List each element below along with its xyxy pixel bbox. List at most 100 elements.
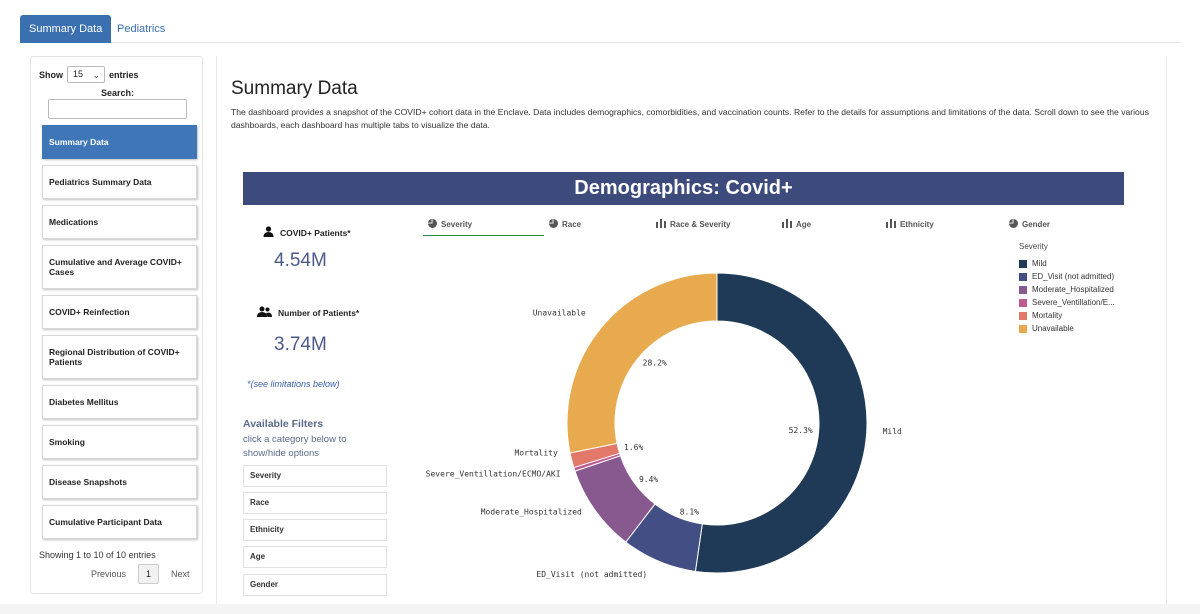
page-title: Summary Data bbox=[231, 78, 358, 99]
filter-age[interactable]: Age bbox=[243, 546, 387, 568]
page-1-button[interactable]: 1 bbox=[138, 564, 160, 584]
legend-swatch bbox=[1019, 298, 1027, 307]
data-label: 1.6% bbox=[624, 443, 643, 452]
legend-swatch bbox=[1019, 285, 1027, 294]
entries-label: entries bbox=[109, 69, 139, 80]
category-label: Unavailable bbox=[533, 309, 586, 318]
chart-tab-label: Severity bbox=[441, 220, 473, 229]
bar-icon bbox=[782, 219, 792, 230]
legend-swatch bbox=[1019, 311, 1027, 320]
chart-tab-label: Ethnicity bbox=[900, 220, 934, 229]
limitations-link[interactable]: *(see limitations below) bbox=[247, 379, 340, 389]
legend-label: ED_Visit (not admitted) bbox=[1032, 272, 1115, 281]
filter-severity[interactable]: Severity bbox=[243, 465, 387, 487]
tab-pediatrics[interactable]: Pediatrics bbox=[117, 23, 166, 35]
category-label: Moderate_Hospitalized bbox=[481, 508, 582, 517]
category-label: Mild bbox=[883, 427, 902, 436]
data-label: 52.3% bbox=[789, 426, 813, 435]
menu-item-smoking[interactable]: Smoking bbox=[42, 425, 197, 459]
legend-label: Severe_Ventillation/E... bbox=[1032, 298, 1115, 307]
legend-item[interactable]: ED_Visit (not admitted) bbox=[1019, 272, 1114, 281]
menu-item-reinfection[interactable]: COVID+ Reinfection bbox=[42, 295, 197, 329]
top-tab-bar: Summary Data Pediatrics bbox=[20, 15, 1180, 43]
donut-slice[interactable] bbox=[566, 272, 718, 454]
search-input[interactable] bbox=[48, 99, 187, 119]
kpi-label-text: COVID+ Patients* bbox=[280, 227, 351, 238]
chart-tab-label: Race bbox=[562, 220, 582, 229]
legend-label: Mortality bbox=[1032, 311, 1063, 320]
menu-item-summary-data[interactable]: Summary Data bbox=[42, 125, 197, 159]
filters-title: Available Filters bbox=[243, 418, 324, 430]
show-label: Show bbox=[39, 69, 63, 80]
chart-tab-gender[interactable]: Gender bbox=[1009, 219, 1050, 230]
chart-tab-label: Gender bbox=[1022, 220, 1051, 229]
tab-summary-data[interactable]: Summary Data bbox=[20, 15, 112, 43]
chart-tab-age[interactable]: Age bbox=[782, 219, 811, 230]
legend-item[interactable]: Severe_Ventillation/E... bbox=[1019, 298, 1115, 307]
page-description: The dashboard provides a snapshot of the… bbox=[231, 107, 1149, 130]
donut-slice[interactable] bbox=[694, 272, 868, 574]
pie-icon bbox=[1009, 219, 1018, 230]
active-tab-indicator bbox=[423, 235, 544, 236]
chart-tab-label: Age bbox=[796, 220, 812, 229]
dashboard-menu: Summary Data Pediatrics Summary Data Med… bbox=[42, 125, 197, 545]
filter-ethnicity[interactable]: Ethnicity bbox=[243, 519, 387, 541]
filter-gender[interactable]: Gender bbox=[243, 574, 387, 596]
bar-icon bbox=[656, 219, 666, 230]
legend-title: Severity bbox=[1019, 242, 1048, 251]
entries-select[interactable]: 15 ⌄ bbox=[67, 66, 105, 83]
legend-swatch bbox=[1019, 272, 1027, 281]
menu-item-diabetes[interactable]: Diabetes Mellitus bbox=[42, 385, 197, 419]
entries-length-control: Show 15 ⌄ entries bbox=[39, 66, 139, 83]
legend-item[interactable]: Mortality bbox=[1019, 311, 1062, 320]
main-panel: Summary Data The dashboard provides a sn… bbox=[216, 56, 1167, 614]
data-label: 9.4% bbox=[639, 475, 658, 484]
pie-icon bbox=[428, 219, 437, 230]
kpi-number-patients-label: Number of Patients* bbox=[257, 306, 359, 319]
legend-item[interactable]: Unavailable bbox=[1019, 324, 1074, 333]
chart-tab-label: Race & Severity bbox=[670, 220, 731, 229]
legend-swatch bbox=[1019, 324, 1027, 333]
bar-icon bbox=[886, 219, 896, 230]
category-label: Mortality bbox=[514, 448, 558, 457]
chart-tab-race-severity[interactable]: Race & Severity bbox=[656, 219, 730, 230]
bottom-scroll-area bbox=[0, 604, 1200, 614]
entries-select-value: 15 bbox=[73, 69, 84, 79]
legend-label: Moderate_Hospitalized bbox=[1032, 285, 1114, 294]
category-label: ED_Visit (not admitted) bbox=[536, 570, 647, 579]
entries-info: Showing 1 to 10 of 10 entries bbox=[39, 550, 156, 560]
menu-item-medications[interactable]: Medications bbox=[42, 205, 197, 239]
legend-item[interactable]: Moderate_Hospitalized bbox=[1019, 285, 1114, 294]
menu-item-cumulative-participant[interactable]: Cumulative Participant Data bbox=[42, 505, 197, 539]
severity-donut-chart: 52.3% 8.1% 9.4% 1.6% 28.2% Mild ED_Visit (not … bbox=[426, 272, 902, 579]
next-button[interactable]: Next bbox=[171, 569, 190, 579]
chevron-down-icon: ⌄ bbox=[92, 70, 100, 80]
chart-tab-severity[interactable]: Severity bbox=[428, 219, 472, 230]
kpi-covid-patients-label: COVID+ Patients* bbox=[263, 226, 351, 239]
legend-swatch bbox=[1019, 259, 1027, 268]
filter-race[interactable]: Race bbox=[243, 492, 387, 514]
kpi-number-patients-value: 3.74M bbox=[274, 334, 327, 355]
data-label: 28.2% bbox=[643, 358, 667, 367]
pie-icon bbox=[549, 219, 558, 230]
menu-item-disease-snapshots[interactable]: Disease Snapshots bbox=[42, 465, 197, 499]
legend-label: Unavailable bbox=[1032, 324, 1074, 333]
people-icon bbox=[257, 306, 272, 319]
chart-tab-ethnicity[interactable]: Ethnicity bbox=[886, 219, 934, 230]
legend-item[interactable]: Mild bbox=[1019, 259, 1047, 268]
menu-item-regional-distribution[interactable]: Regional Distribution of COVID+ Patients bbox=[42, 335, 197, 379]
menu-item-cumulative-average[interactable]: Cumulative and Average COVID+ Cases bbox=[42, 245, 197, 289]
category-label: Severe_Ventillation/ECMO/AKI bbox=[426, 470, 561, 479]
data-label: 8.1% bbox=[680, 507, 699, 516]
pagination: Previous 1 Next bbox=[87, 564, 194, 584]
search-label: Search: bbox=[101, 88, 135, 98]
chart-tab-race[interactable]: Race bbox=[549, 219, 581, 230]
menu-item-pediatrics-summary[interactable]: Pediatrics Summary Data bbox=[42, 165, 197, 199]
person-icon bbox=[263, 226, 274, 239]
previous-button[interactable]: Previous bbox=[91, 569, 127, 579]
legend-label: Mild bbox=[1032, 259, 1047, 268]
kpi-label-text: Number of Patients* bbox=[278, 307, 360, 318]
kpi-covid-patients-value: 4.54M bbox=[274, 250, 327, 271]
demographics-banner: Demographics: Covid+ bbox=[243, 172, 1124, 205]
sidebar: Show 15 ⌄ entries Search: Summary Data P… bbox=[30, 56, 203, 594]
